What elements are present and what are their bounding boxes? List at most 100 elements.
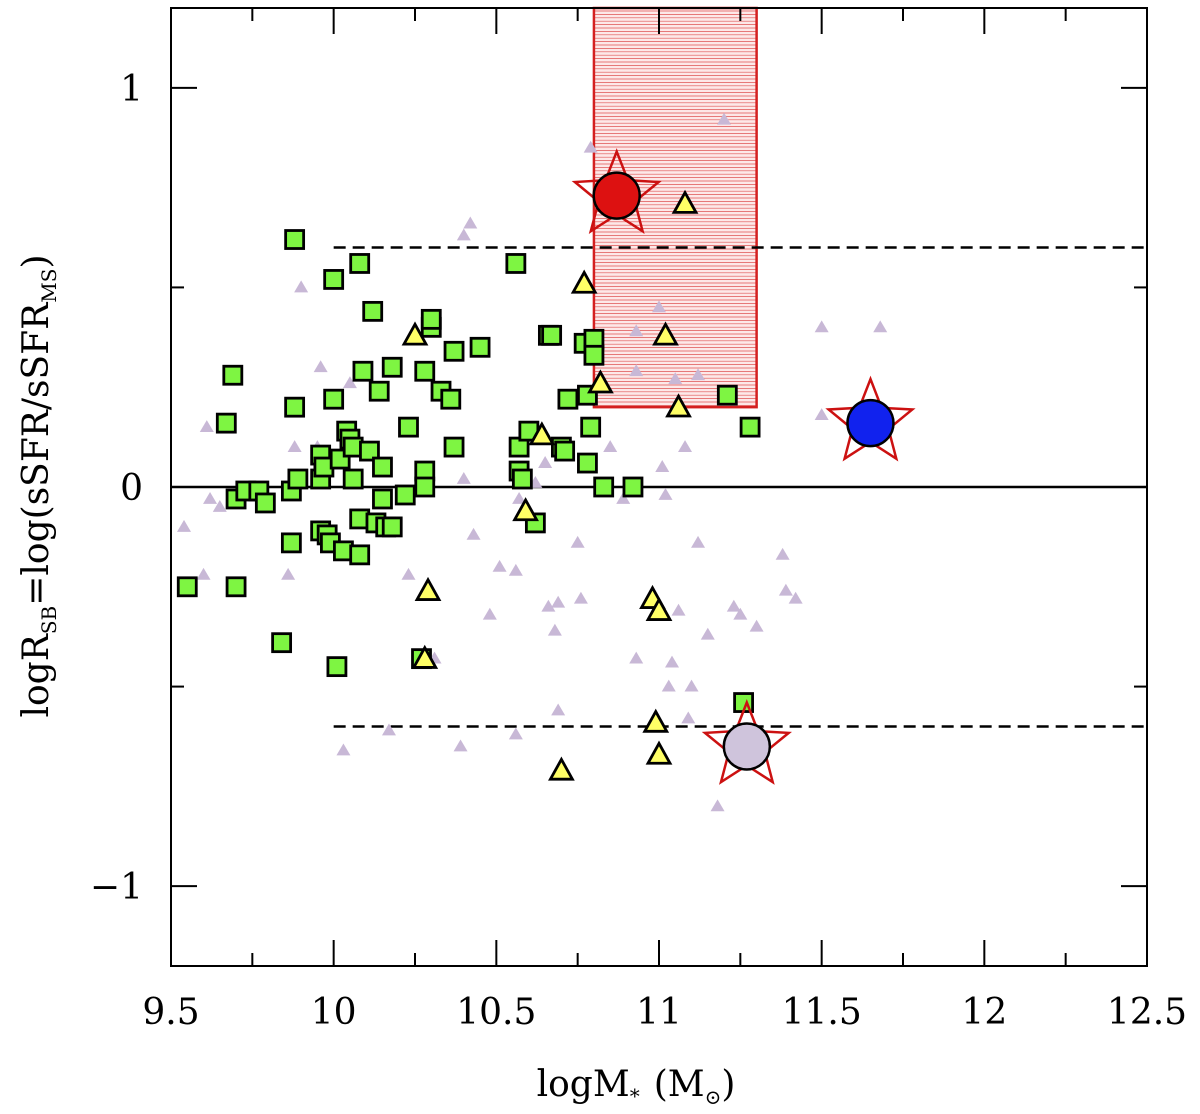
x-axis-title: logM* (M⊙) bbox=[537, 1064, 736, 1109]
background-triangle-point bbox=[287, 440, 302, 452]
background-triangle-point bbox=[700, 627, 715, 640]
green-square-point bbox=[326, 656, 348, 678]
background-triangle-point bbox=[294, 280, 309, 293]
green-square-point bbox=[349, 253, 371, 274]
background-triangle-point bbox=[603, 440, 618, 452]
green-square-point bbox=[580, 416, 602, 438]
green-square-point bbox=[362, 300, 384, 322]
x-title-unit-sub: ⊙ bbox=[705, 1085, 722, 1109]
green-square-point bbox=[359, 440, 380, 462]
green-square-point bbox=[443, 436, 465, 458]
background-triangle-point bbox=[512, 491, 527, 504]
green-squares-series bbox=[176, 229, 761, 713]
green-square-point bbox=[280, 532, 302, 554]
green-square-point bbox=[469, 336, 491, 358]
green-square-point bbox=[381, 516, 403, 538]
background-triangle-point bbox=[583, 140, 598, 153]
background-triangle-point bbox=[456, 472, 471, 484]
background-triangle-point bbox=[814, 320, 829, 333]
background-triangle-point bbox=[508, 563, 523, 576]
green-square-point bbox=[381, 356, 403, 378]
yellow-triangle-point bbox=[645, 596, 673, 621]
green-square-point bbox=[284, 396, 306, 418]
background-triangle-point bbox=[336, 743, 351, 756]
yellow-triangle-point bbox=[587, 369, 614, 394]
background-triangle-point bbox=[381, 723, 396, 736]
background-triangle-point bbox=[616, 491, 631, 504]
background-triangle-point bbox=[547, 623, 562, 636]
green-square-point bbox=[414, 476, 436, 498]
background-triangle-point bbox=[401, 567, 416, 580]
background-triangle-point bbox=[629, 364, 644, 377]
yellow-triangle-point bbox=[411, 644, 439, 669]
x-title-sub: * bbox=[630, 1084, 640, 1108]
background-triangle-point bbox=[655, 460, 670, 472]
background-triangle-point bbox=[678, 440, 693, 452]
background-triangle-point bbox=[749, 619, 764, 632]
tick-labels: 9.5 10 10.5 11 11.5 12 12.5 −1 0 1 bbox=[90, 69, 1187, 1033]
green-square-point bbox=[176, 576, 198, 598]
green-square-point bbox=[420, 308, 442, 330]
yellow-triangle-point bbox=[570, 269, 598, 294]
yellow-triangle-point bbox=[671, 189, 699, 214]
yellow-triangle-point bbox=[642, 708, 670, 733]
background-triangle-point bbox=[710, 799, 725, 812]
background-triangle-point bbox=[541, 599, 556, 612]
background-triangle-point bbox=[212, 499, 227, 512]
background-triangle-point bbox=[788, 591, 803, 604]
red-highlighted-galaxy-marker bbox=[592, 171, 641, 220]
background-triangle-point bbox=[203, 491, 218, 504]
yellow-triangles-series bbox=[401, 189, 699, 781]
background-triangle-point bbox=[661, 679, 676, 692]
background-triangle-point bbox=[658, 487, 673, 500]
background-triangle-point bbox=[342, 376, 357, 389]
blue-highlighted-galaxy-marker bbox=[846, 398, 895, 448]
background-triangle-point bbox=[281, 567, 296, 580]
background-triangle-point bbox=[551, 703, 566, 716]
background-triangle-point bbox=[508, 727, 523, 740]
background-triangle-point bbox=[538, 456, 553, 468]
background-triangle-point bbox=[668, 372, 683, 385]
background-triangle-point bbox=[492, 559, 507, 572]
background-triangle-point bbox=[726, 599, 741, 612]
x-tick-label: 12.5 bbox=[1107, 992, 1187, 1033]
y-title-mid: =log(sSFR/sSFR bbox=[16, 302, 57, 606]
axis-ticks bbox=[170, 8, 1148, 966]
background-triangle-point bbox=[453, 739, 468, 752]
background-triangle-point bbox=[691, 535, 706, 548]
lilac-highlighted-galaxy-marker bbox=[722, 722, 772, 771]
green-square-point bbox=[323, 388, 345, 410]
yellow-triangle-point bbox=[414, 576, 442, 601]
green-square-point bbox=[583, 344, 605, 366]
background-triangle-point bbox=[684, 679, 699, 692]
yellow-triangle-point bbox=[548, 756, 575, 781]
background-triangle-point bbox=[691, 368, 706, 381]
background-triangle-point bbox=[199, 420, 214, 433]
yellow-triangle-point bbox=[645, 740, 673, 765]
green-square-point bbox=[352, 360, 374, 382]
green-square-point bbox=[577, 452, 598, 474]
yellow-triangle-point bbox=[512, 497, 539, 522]
background-triangle-point bbox=[671, 603, 686, 616]
green-square-point bbox=[394, 484, 416, 506]
green-square-point bbox=[505, 253, 527, 274]
green-square-point bbox=[215, 412, 237, 434]
background-triangle-point bbox=[570, 535, 585, 548]
x-tick-label: 10.5 bbox=[456, 992, 536, 1033]
yellow-triangle-point bbox=[528, 421, 556, 446]
green-square-point bbox=[323, 269, 345, 290]
background-triangle-point bbox=[196, 567, 211, 580]
y-axis-title: logRSB=log(sSFR/sSFRMS) bbox=[16, 255, 61, 718]
background-triangle-point bbox=[775, 547, 790, 560]
x-tick-label: 12 bbox=[961, 992, 1007, 1033]
background-triangle-point bbox=[177, 519, 192, 532]
x-tick-label: 9.5 bbox=[142, 992, 199, 1033]
x-title-close: ) bbox=[721, 1064, 735, 1105]
background-triangle-point bbox=[573, 591, 588, 604]
green-square-point bbox=[342, 468, 364, 490]
background-triangle-point bbox=[313, 360, 328, 373]
x-tick-label: 10 bbox=[311, 992, 357, 1033]
x-title-main: logM bbox=[537, 1064, 630, 1105]
background-triangles-series bbox=[177, 112, 888, 812]
